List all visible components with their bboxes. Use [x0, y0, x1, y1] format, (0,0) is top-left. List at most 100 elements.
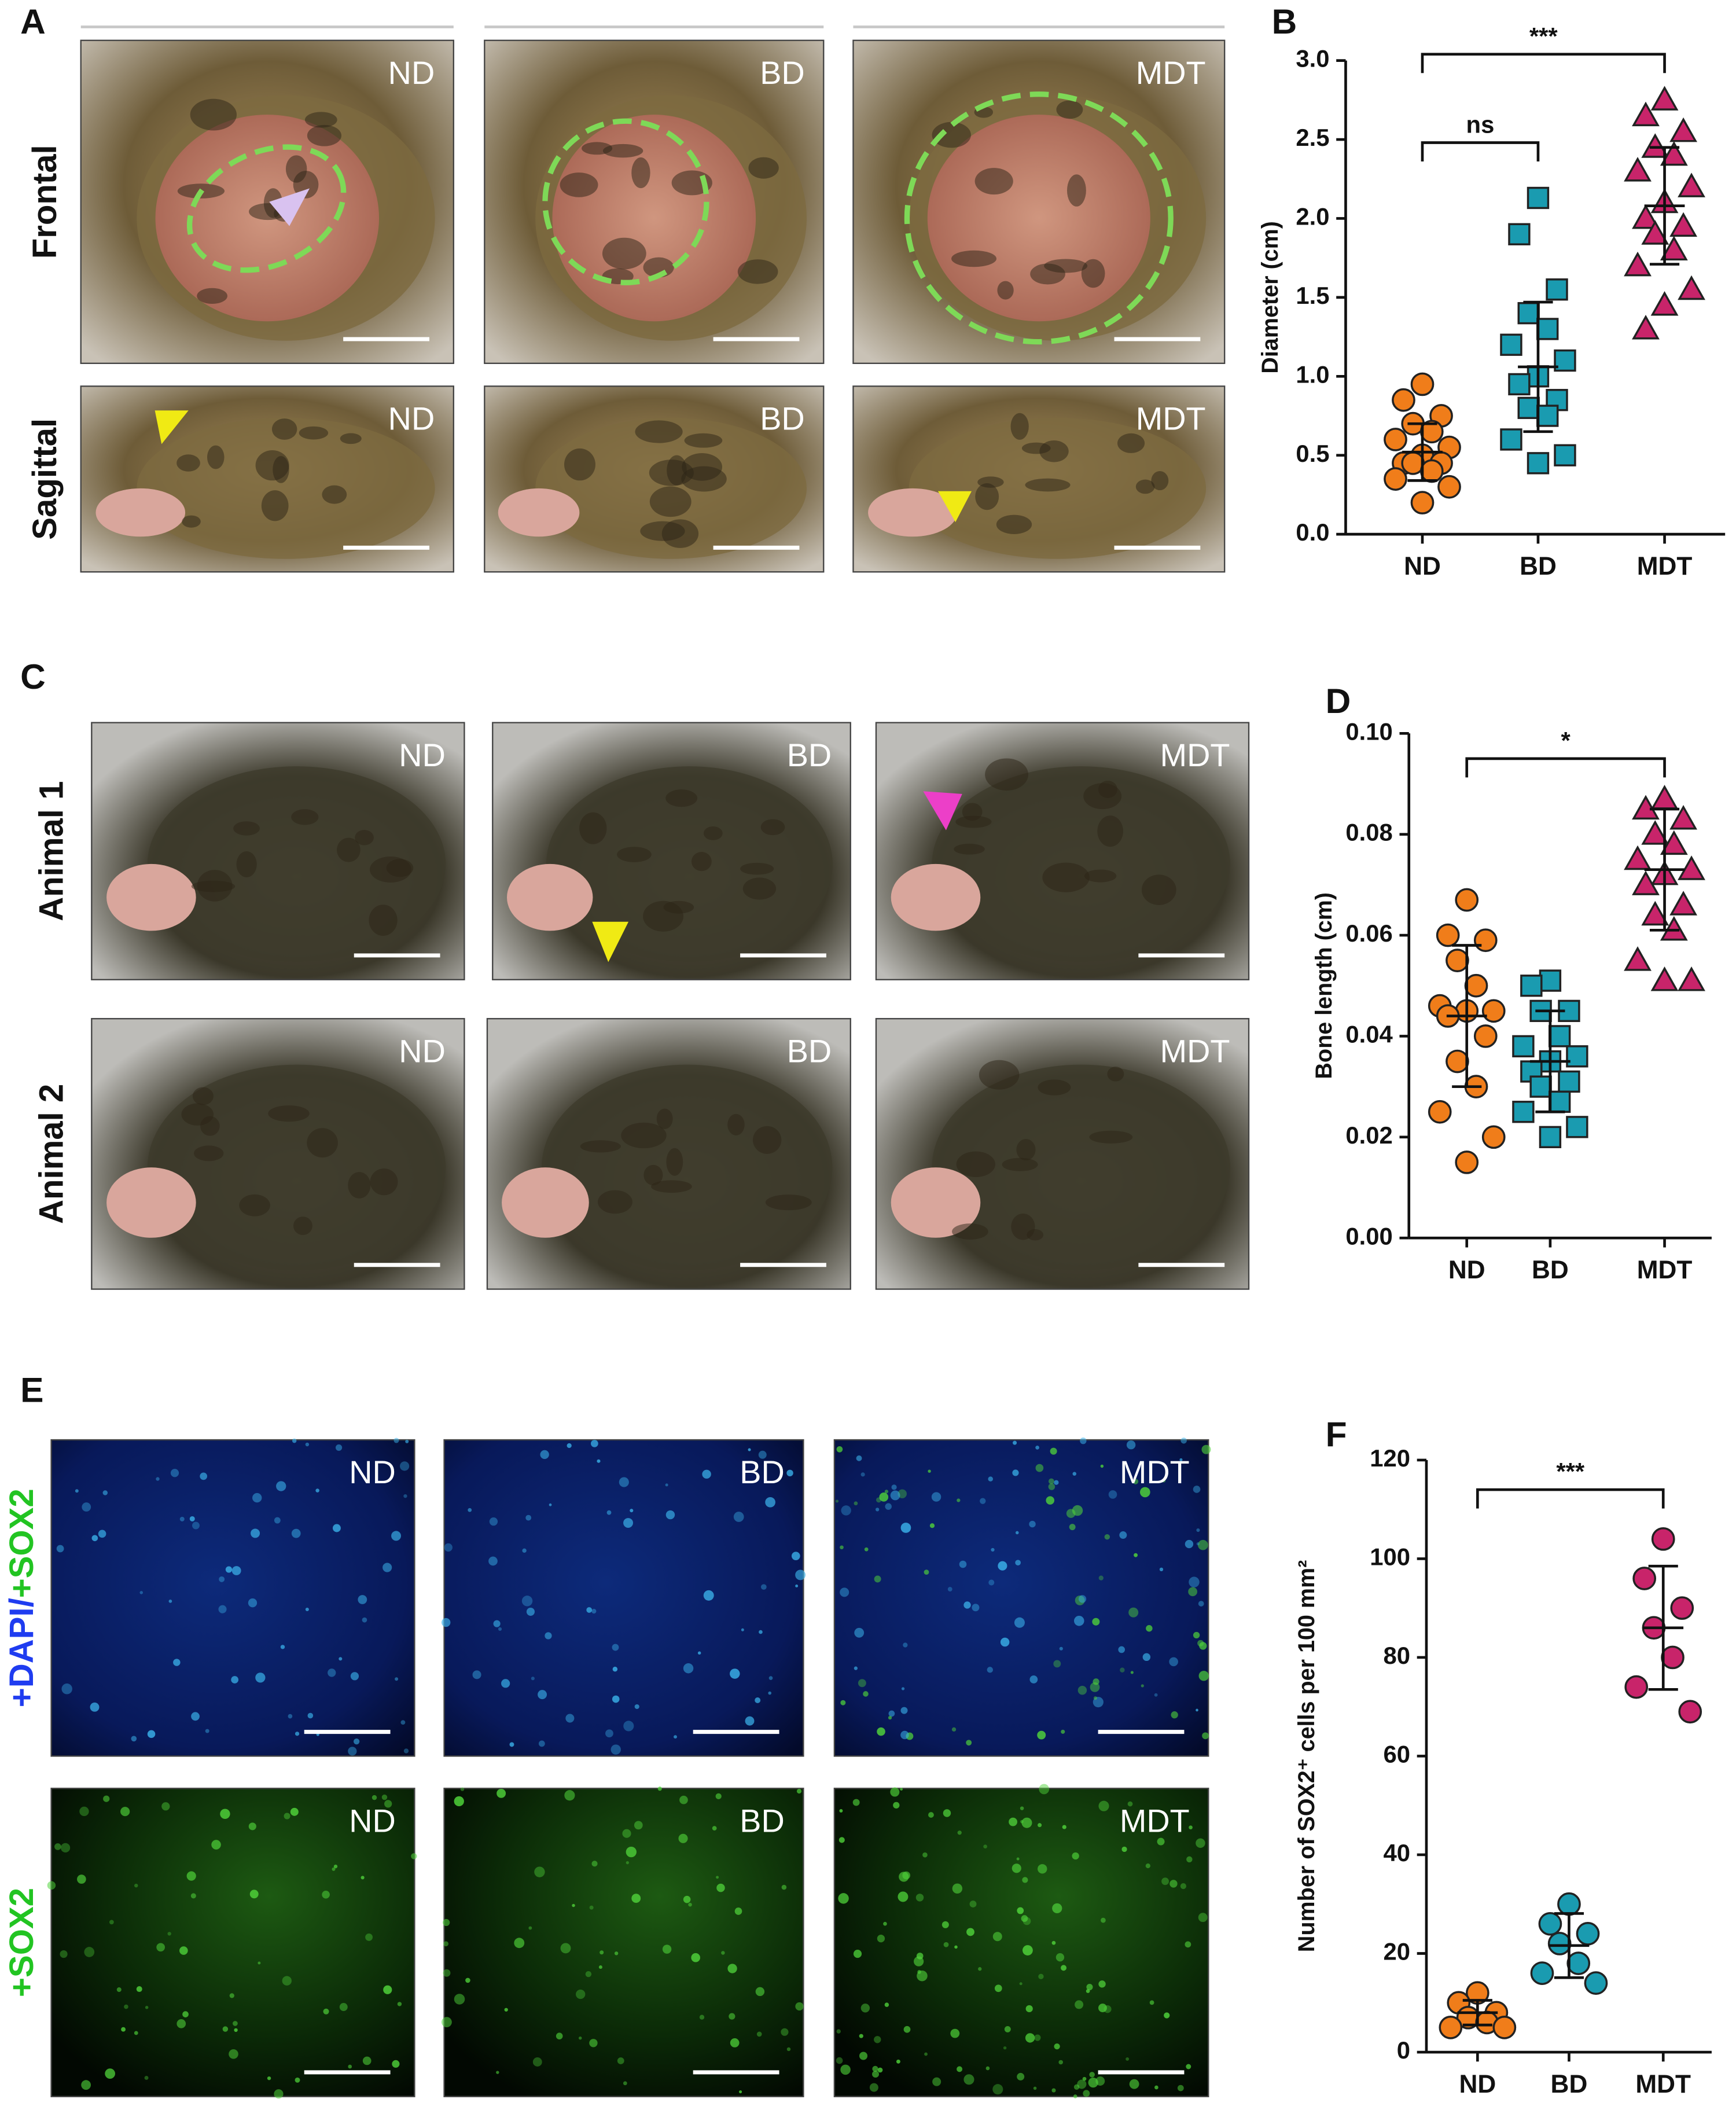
photo-detail: [229, 2049, 238, 2059]
photo-detail: [1080, 1438, 1087, 1444]
data-point: [1508, 223, 1531, 245]
photo-detail: [1142, 1653, 1151, 1661]
photo-detail: [975, 483, 999, 510]
photo-detail: [233, 2021, 238, 2026]
photo-detail: [974, 168, 1013, 195]
photo-detail: [1128, 1607, 1139, 1618]
data-point: [1650, 291, 1679, 316]
data-point: [1566, 1951, 1591, 1975]
photo-detail: [858, 1679, 866, 1688]
photo-detail: [218, 1605, 227, 1613]
photo-detail: [1038, 1079, 1071, 1096]
photo-detail: [472, 1670, 481, 1679]
photo-detail: [291, 1528, 301, 1538]
photo-detail: [134, 2031, 138, 2035]
photo-detail: [295, 1732, 300, 1736]
photo-detail: [109, 1920, 114, 1925]
photo-detail: [730, 2038, 740, 2047]
photo-detail: [768, 1676, 773, 1680]
photo-detail: [1129, 2079, 1139, 2089]
photo-detail: [755, 1987, 765, 1997]
photo-detail: [929, 1523, 935, 1528]
photo-detail: [1169, 1880, 1178, 1888]
photo-detail: [884, 2002, 889, 2007]
photo-detail: [917, 1970, 921, 1974]
photo-detail: [252, 1493, 262, 1503]
photo-detail: [1088, 2078, 1098, 2088]
photo-detail: [1029, 1520, 1036, 1528]
photo-detail: [307, 1712, 314, 1719]
photo-detail: [1164, 2012, 1170, 2019]
photo-detail: [1016, 1857, 1020, 1861]
photo-detail: [955, 815, 992, 828]
tile-label: ND: [349, 1454, 396, 1490]
photo-detail: [1134, 1553, 1138, 1557]
photo-detail: [323, 2008, 329, 2015]
photo-detail: [282, 1976, 292, 1986]
photo-detail: [124, 2004, 128, 2009]
photo-detail: [1044, 259, 1088, 273]
photo-detail: [729, 2013, 735, 2020]
data-point: [1548, 1090, 1571, 1113]
photo-detail: [1186, 2064, 1191, 2069]
photo-detail: [1042, 862, 1090, 892]
photo-detail: [893, 1802, 900, 1809]
photo: [443, 1439, 804, 1757]
photo-detail: [619, 1477, 629, 1487]
row-label: Animal 2: [33, 1084, 71, 1224]
photo-detail: [1198, 1913, 1208, 1922]
arrowhead: [937, 491, 972, 523]
photo-detail: [649, 460, 694, 486]
photo-detail: [838, 1837, 845, 1843]
photo-detail: [1003, 2046, 1007, 2050]
photo-detail: [1097, 815, 1123, 847]
photo-detail: [612, 1695, 620, 1703]
tile-label: ND: [349, 1802, 396, 1839]
wound-outline: [542, 118, 709, 285]
photo-detail: [1078, 1595, 1087, 1603]
photo-detail: [190, 1893, 196, 1899]
photo-detail: [532, 2057, 542, 2067]
y-tick-label: 1.0: [1296, 361, 1329, 388]
row-label: +SOX2: [3, 1888, 41, 1997]
photo-detail: [1062, 1825, 1066, 1829]
photo-detail: [348, 1172, 371, 1199]
photo-detail: [1086, 1989, 1090, 1993]
photo-detail: [605, 1729, 613, 1738]
data-point: [1538, 1912, 1562, 1936]
photo-detail: [943, 1942, 949, 1947]
y-tick-label: 2.0: [1296, 203, 1329, 230]
photo-detail: [876, 1508, 880, 1512]
photo-detail: [734, 1907, 742, 1915]
photo-detail: [597, 1459, 601, 1463]
photo-detail: [579, 812, 607, 844]
photo-detail: [290, 1807, 299, 1816]
photo-detail: [903, 1642, 908, 1648]
photo-detail: [1000, 1637, 1010, 1647]
photo: [50, 1439, 415, 1757]
x-tick-label: MDT: [1637, 1256, 1693, 1284]
data-point: [1527, 186, 1550, 209]
photo-detail: [81, 2080, 91, 2090]
photo-detail: [1202, 1732, 1209, 1740]
photo-detail: [207, 445, 225, 469]
photo-detail: [854, 1501, 858, 1506]
photo-detail: [560, 172, 598, 197]
data-point: [1669, 805, 1698, 830]
photo-detail: [983, 1844, 988, 1849]
arrowhead: [923, 791, 962, 830]
photo-detail: [340, 433, 362, 444]
photo-detail: [182, 2011, 189, 2017]
photo-detail: [82, 1502, 91, 1512]
photo-detail: [1077, 2079, 1087, 2089]
photo-detail: [874, 1575, 881, 1583]
photo-detail: [877, 1935, 885, 1943]
photo-detail: [1146, 1625, 1153, 1632]
photo-detail: [932, 122, 971, 148]
photo-detail: [1107, 1067, 1124, 1082]
photo-detail: [276, 1481, 286, 1491]
photo-detail: [872, 2071, 880, 2078]
photo-detail: [928, 1812, 934, 1818]
photo-detail: [1196, 1542, 1200, 1546]
